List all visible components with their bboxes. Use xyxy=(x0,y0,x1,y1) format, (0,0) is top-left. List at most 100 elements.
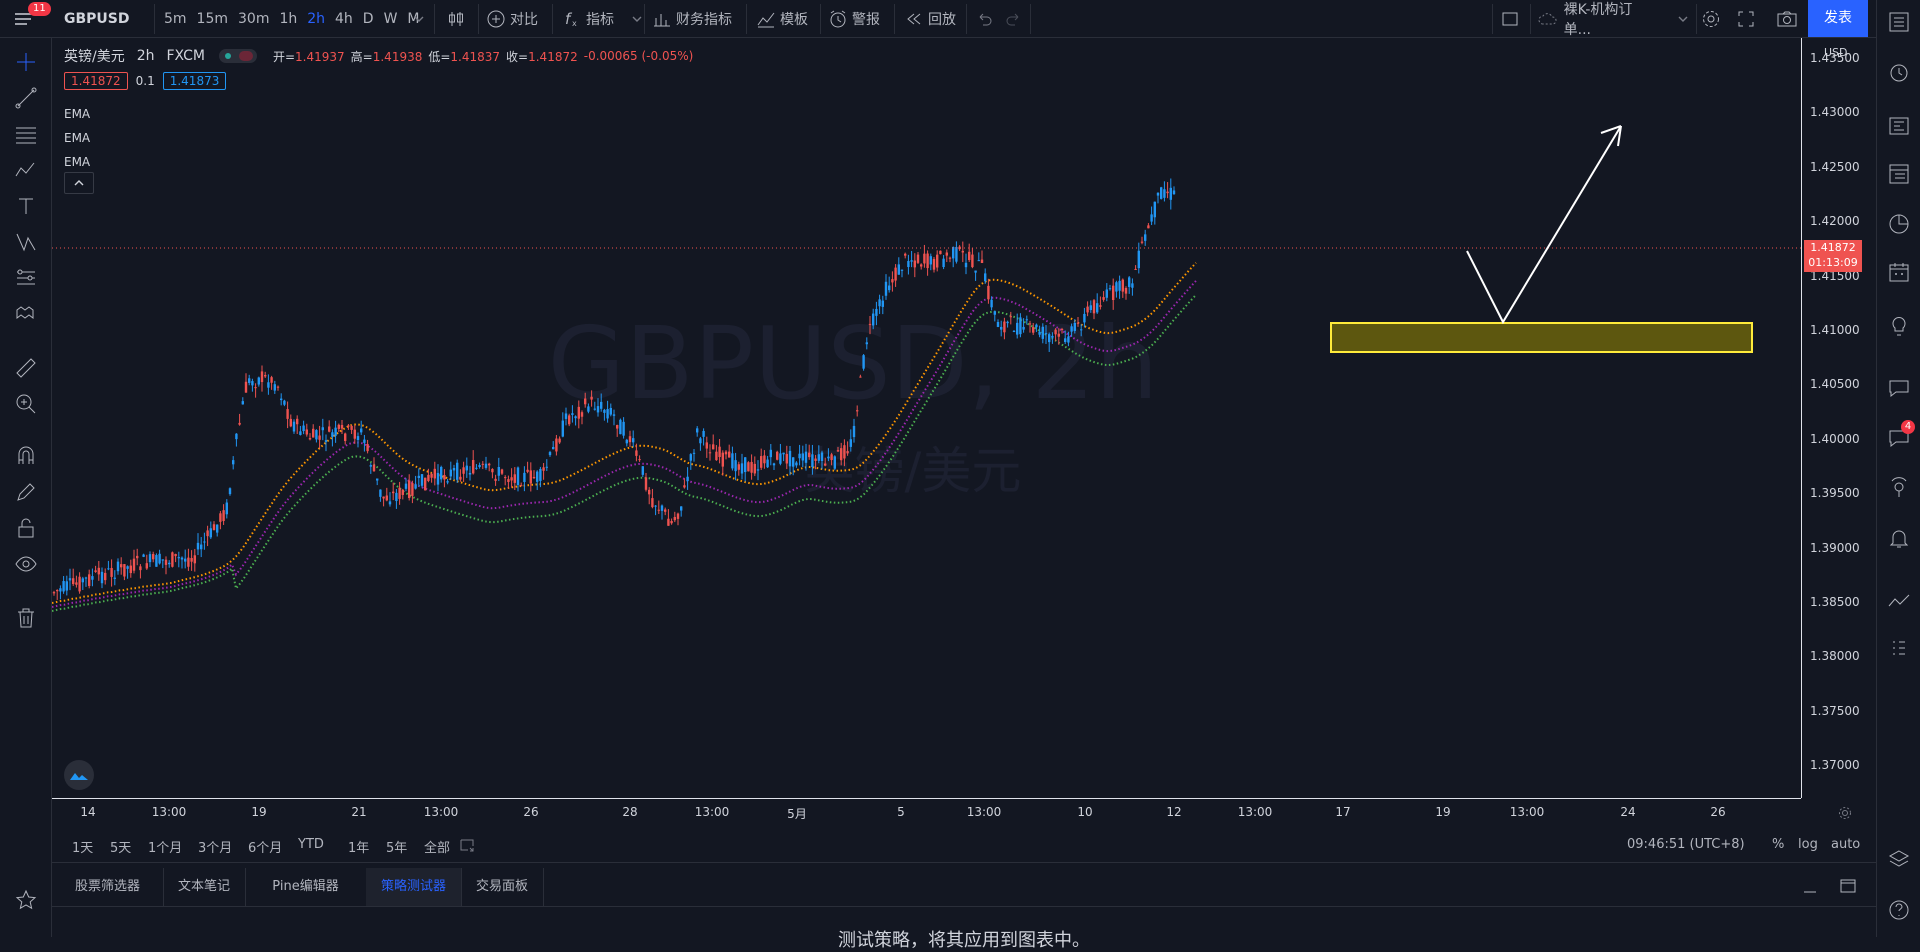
horizontal-lines-tool[interactable] xyxy=(12,120,40,148)
range-button[interactable]: 5天 xyxy=(110,841,132,856)
interval-15m[interactable]: 15m xyxy=(196,11,228,27)
candle-body xyxy=(232,460,235,465)
chart-type-button[interactable] xyxy=(446,0,466,38)
candle-body xyxy=(84,577,88,579)
auto-scale-button[interactable]: auto xyxy=(1831,837,1861,852)
fullscreen-layout-button[interactable] xyxy=(1500,0,1520,38)
symbol-search[interactable]: GBPUSD xyxy=(64,11,130,27)
bottom-tab[interactable]: Pine编辑器 xyxy=(245,868,367,906)
interval-4h[interactable]: 4h xyxy=(335,11,353,27)
ideas-button[interactable] xyxy=(1885,312,1913,340)
alert-button[interactable]: 警报 xyxy=(828,0,880,38)
pattern-tool[interactable] xyxy=(12,156,40,184)
measure-tool[interactable] xyxy=(12,354,40,382)
candle-body xyxy=(811,454,814,468)
interval-5m[interactable]: 5m xyxy=(164,11,187,27)
interval-2h[interactable]: 2h xyxy=(307,11,326,27)
range-button[interactable]: 6个月 xyxy=(248,841,283,856)
buy-price-button[interactable]: 1.41873 xyxy=(162,72,227,90)
market-status-toggle[interactable] xyxy=(218,49,257,63)
templates-button[interactable]: 模板 xyxy=(756,0,808,38)
fib-tool[interactable] xyxy=(12,264,40,292)
compare-button[interactable]: 对比 xyxy=(486,0,538,38)
menu-button[interactable] xyxy=(12,0,34,38)
price-axis[interactable]: USD 1.43500 1.43000 1.42500 1.42000 1.41500 1… xyxy=(1801,38,1877,798)
streams-button[interactable] xyxy=(1885,474,1913,502)
notifications-button[interactable] xyxy=(1885,524,1913,552)
calendar-button[interactable] xyxy=(1885,258,1913,286)
range-button[interactable]: 3个月 xyxy=(198,841,233,856)
candle-body xyxy=(929,256,932,265)
hotlist-button[interactable] xyxy=(1885,210,1913,238)
interval-1h[interactable]: 1h xyxy=(279,11,298,27)
redo-button[interactable] xyxy=(1004,0,1024,38)
time-axis[interactable]: 14 13:00 19 21 13:00 26 28 13:00 5月 5 13:00 10 12 13:… xyxy=(52,798,1851,827)
interval-w[interactable]: W xyxy=(383,11,398,27)
favorites-tool[interactable] xyxy=(12,886,40,914)
axis-settings-button[interactable] xyxy=(1837,805,1853,825)
alerts-panel-button[interactable] xyxy=(1885,58,1913,86)
interval-m[interactable]: M xyxy=(407,11,420,27)
dom-button[interactable] xyxy=(1885,634,1913,662)
bottom-tab[interactable]: 股票筛选器 xyxy=(52,868,164,906)
projection-path[interactable] xyxy=(1466,125,1622,325)
range-button[interactable]: 1天 xyxy=(72,841,94,856)
forecast-tool[interactable] xyxy=(12,300,40,328)
collapse-legend-button[interactable] xyxy=(64,172,94,194)
help-button[interactable] xyxy=(1885,896,1913,924)
hide-tool[interactable] xyxy=(12,550,40,578)
order-panel-button[interactable] xyxy=(1885,588,1913,616)
object-tree-button[interactable] xyxy=(1885,846,1913,874)
tradingview-logo[interactable] xyxy=(64,760,94,790)
settings-button[interactable] xyxy=(1700,0,1722,38)
bottom-tab[interactable]: 文本笔记 xyxy=(163,868,246,906)
trendline-tool[interactable] xyxy=(12,84,40,112)
publish-button[interactable]: 发表 xyxy=(1808,0,1868,37)
candle-body xyxy=(244,381,248,393)
bottom-tab[interactable]: 策略测试器 xyxy=(366,868,462,906)
candle-body xyxy=(72,578,75,585)
indicator-ema-1[interactable]: EMA xyxy=(64,107,91,121)
demand-zone-rectangle[interactable] xyxy=(1330,322,1753,353)
indicator-ema-3[interactable]: EMA xyxy=(64,155,91,169)
range-button[interactable]: 1年 xyxy=(348,841,370,856)
maximize-panel-button[interactable] xyxy=(1838,876,1858,900)
zoom-tool[interactable] xyxy=(12,390,40,418)
range-button[interactable]: YTD xyxy=(298,837,324,852)
interval-dropdown[interactable] xyxy=(414,0,424,38)
magnet-tool[interactable] xyxy=(12,442,40,470)
delete-tool[interactable] xyxy=(12,604,40,632)
drawing-mode-tool[interactable] xyxy=(12,478,40,506)
text-tool[interactable] xyxy=(12,192,40,220)
range-button[interactable]: 全部 xyxy=(424,841,451,856)
price-chart[interactable]: GBPUSD, 2h 英镑/美元 xyxy=(52,38,1801,798)
clock-label[interactable]: 09:46:51 (UTC+8) xyxy=(1627,837,1745,852)
sell-price-button[interactable]: 1.41872 xyxy=(64,72,128,90)
undo-button[interactable] xyxy=(974,0,994,38)
watchlist-button[interactable] xyxy=(1885,8,1913,36)
percent-scale-button[interactable]: % xyxy=(1772,837,1785,852)
interval-d[interactable]: D xyxy=(362,11,374,27)
range-button[interactable]: 1个月 xyxy=(148,841,183,856)
financials-button[interactable]: 财务指标 xyxy=(652,0,732,38)
fullscreen-button[interactable] xyxy=(1736,0,1756,38)
layout-selector[interactable]: 裸K-机构订单... xyxy=(1538,0,1688,38)
goto-date-button[interactable] xyxy=(459,837,477,857)
candle-body xyxy=(187,557,190,567)
range-button[interactable]: 5年 xyxy=(386,841,408,856)
log-scale-button[interactable]: log xyxy=(1798,837,1818,852)
xabcd-tool[interactable] xyxy=(12,228,40,256)
news-button[interactable] xyxy=(1885,112,1913,140)
bottom-tab[interactable]: 交易面板 xyxy=(461,868,544,906)
indicator-ema-2[interactable]: EMA xyxy=(64,131,91,145)
lock-tool[interactable] xyxy=(12,514,40,542)
replay-button[interactable]: 回放 xyxy=(904,0,956,38)
minimize-panel-button[interactable] xyxy=(1800,876,1820,900)
crosshair-tool[interactable] xyxy=(12,48,40,76)
candle-body xyxy=(478,465,481,468)
chat-button[interactable] xyxy=(1885,374,1913,402)
data-window-button[interactable] xyxy=(1885,160,1913,188)
snapshot-button[interactable] xyxy=(1776,0,1798,38)
interval-30m[interactable]: 30m xyxy=(238,11,270,27)
